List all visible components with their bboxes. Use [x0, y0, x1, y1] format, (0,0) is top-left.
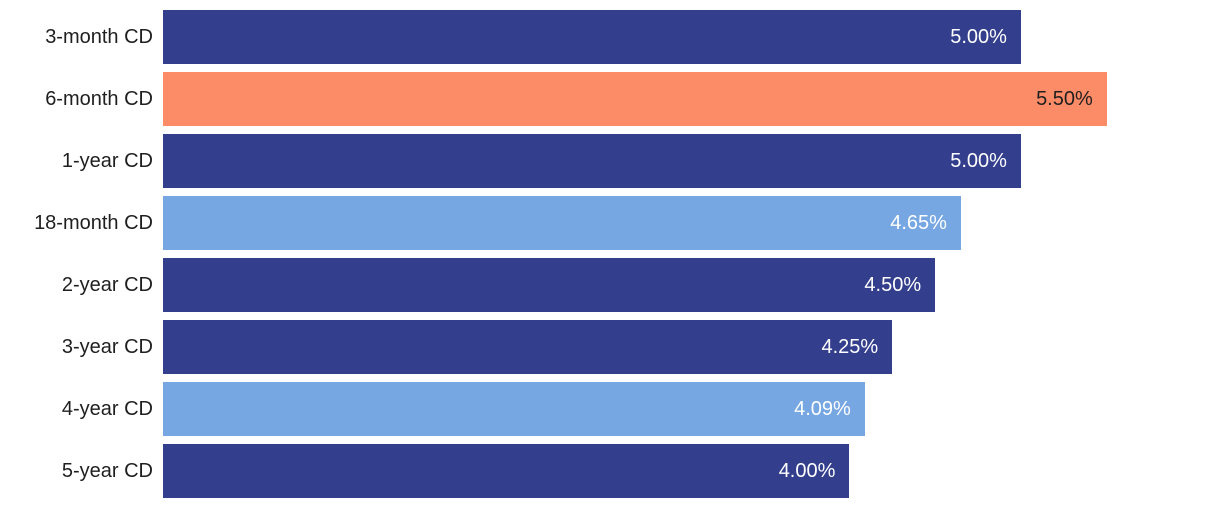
category-label: 2-year CD [61, 273, 153, 296]
bar-value-label: 4.09% [794, 397, 851, 420]
bar: 4.09% [163, 382, 865, 436]
bar-row: 4-year CD 4.09% [0, 382, 1220, 436]
bar-track: 4.09% [163, 382, 1220, 436]
category-label: 1-year CD [61, 149, 153, 172]
bar-row: 6-month CD 5.50% [0, 72, 1220, 126]
bar-value-label: 4.50% [864, 273, 922, 296]
bar-value-label: 4.65% [890, 211, 947, 234]
bar: 4.00% [163, 444, 850, 498]
bar-value-label: 4.25% [821, 335, 879, 358]
bar-row: 3-year CD 4.25% [0, 320, 1220, 374]
bar-row: 18-month CD 4.65% [0, 196, 1220, 250]
bar: 5.00% [163, 10, 1021, 64]
bar-row: 3-month CD 5.00% [0, 10, 1220, 64]
bar-value-label: 5.00% [950, 25, 1007, 48]
category-label: 5-year CD [61, 459, 153, 482]
bar-row: 2-year CD 4.50% [0, 258, 1220, 312]
bar-value-label: 5.50% [1036, 87, 1093, 110]
bar-value-label: 5.00% [950, 149, 1007, 172]
bar-track: 4.50% [163, 258, 1220, 312]
bar: 4.65% [163, 196, 961, 250]
bar-track: 5.00% [163, 10, 1220, 64]
bar-track: 4.25% [163, 320, 1220, 374]
bar: 4.25% [163, 320, 893, 374]
bar: 5.00% [163, 134, 1021, 188]
bar-row: 1-year CD 5.00% [0, 134, 1220, 188]
bar-row: 5-year CD 4.00% [0, 444, 1220, 498]
bar-track: 5.50% [163, 72, 1220, 126]
bar-track: 4.00% [163, 444, 1220, 498]
category-label: 4-year CD [61, 397, 153, 420]
category-label: 6-month CD [45, 87, 153, 110]
bar-value-label: 4.00% [778, 459, 836, 482]
category-label: 18-month CD [34, 211, 153, 234]
bar: 4.50% [163, 258, 936, 312]
category-label: 3-month CD [45, 25, 153, 48]
bar-track: 5.00% [163, 134, 1220, 188]
category-label: 3-year CD [61, 335, 153, 358]
bar: 5.50% [163, 72, 1107, 126]
bar-track: 4.65% [163, 196, 1220, 250]
